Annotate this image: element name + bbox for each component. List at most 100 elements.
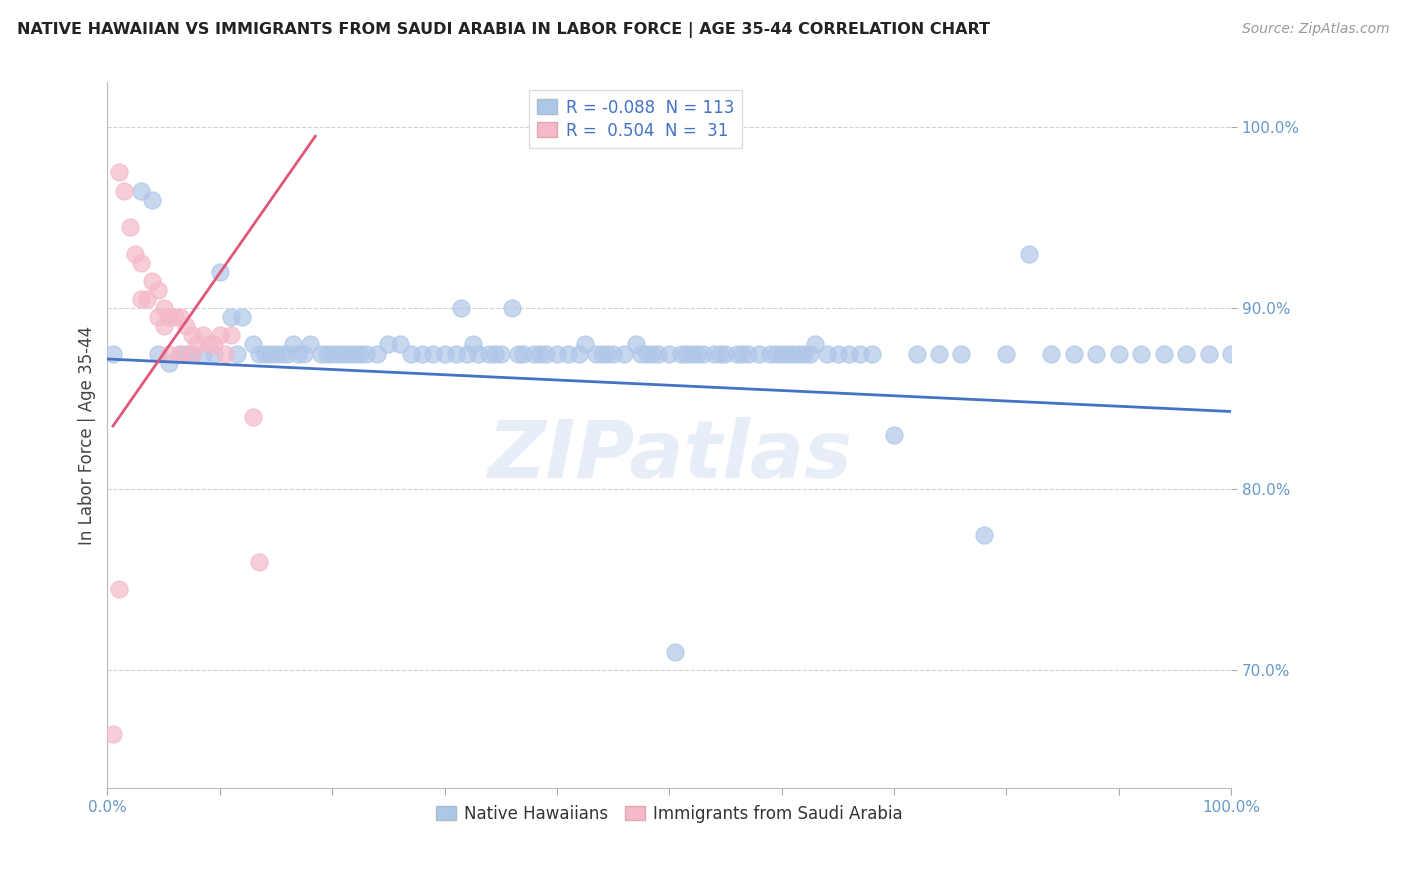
Point — [292, 346, 315, 360]
Point — [591, 346, 613, 360]
Point — [602, 346, 624, 360]
Point — [219, 328, 242, 343]
Point — [647, 346, 669, 360]
Point — [349, 346, 371, 360]
Point — [613, 346, 636, 360]
Point — [422, 346, 444, 360]
Text: Source: ZipAtlas.com: Source: ZipAtlas.com — [1241, 22, 1389, 37]
Point — [557, 346, 579, 360]
Point — [523, 346, 546, 360]
Point — [225, 346, 247, 360]
Point — [186, 337, 208, 351]
Point — [703, 346, 725, 360]
Point — [748, 346, 770, 360]
Point — [804, 337, 827, 351]
Point — [905, 346, 928, 360]
Point — [169, 310, 191, 325]
Point — [630, 346, 652, 360]
Point — [675, 346, 697, 360]
Point — [157, 346, 180, 360]
Point — [399, 346, 422, 360]
Point — [231, 310, 253, 325]
Point — [152, 319, 174, 334]
Point — [129, 256, 152, 270]
Point — [686, 346, 709, 360]
Point — [180, 346, 202, 360]
Point — [287, 346, 309, 360]
Point — [529, 346, 551, 360]
Point — [315, 346, 337, 360]
Point — [180, 328, 202, 343]
Point — [264, 346, 287, 360]
Point — [174, 319, 197, 334]
Point — [129, 292, 152, 306]
Point — [759, 346, 782, 360]
Point — [321, 346, 343, 360]
Y-axis label: In Labor Force | Age 35-44: In Labor Force | Age 35-44 — [79, 326, 96, 545]
Point — [1108, 346, 1130, 360]
Point — [534, 346, 557, 360]
Point — [191, 328, 214, 343]
Point — [169, 346, 191, 360]
Point — [1198, 346, 1220, 360]
Point — [950, 346, 973, 360]
Point — [174, 346, 197, 360]
Point — [242, 409, 264, 424]
Point — [197, 337, 219, 351]
Point — [725, 346, 748, 360]
Point — [456, 346, 478, 360]
Text: ZIPatlas: ZIPatlas — [486, 417, 852, 495]
Point — [326, 346, 349, 360]
Point — [709, 346, 731, 360]
Point — [202, 337, 225, 351]
Point — [787, 346, 810, 360]
Point — [157, 310, 180, 325]
Point — [208, 328, 231, 343]
Point — [276, 346, 298, 360]
Point — [253, 346, 276, 360]
Point — [849, 346, 872, 360]
Point — [641, 346, 664, 360]
Point — [489, 346, 512, 360]
Point — [928, 346, 950, 360]
Point — [568, 346, 591, 360]
Point — [343, 346, 366, 360]
Point — [692, 346, 714, 360]
Point — [129, 184, 152, 198]
Point — [118, 219, 141, 234]
Point — [202, 346, 225, 360]
Point — [163, 310, 186, 325]
Point — [146, 346, 169, 360]
Legend: Native Hawaiians, Immigrants from Saudi Arabia: Native Hawaiians, Immigrants from Saudi … — [429, 798, 910, 830]
Point — [433, 346, 456, 360]
Point — [737, 346, 759, 360]
Point — [883, 428, 905, 442]
Point — [664, 645, 686, 659]
Point — [169, 346, 191, 360]
Point — [247, 555, 270, 569]
Point — [658, 346, 681, 360]
Point — [101, 727, 124, 741]
Point — [506, 346, 529, 360]
Point — [101, 346, 124, 360]
Point — [141, 274, 163, 288]
Point — [860, 346, 883, 360]
Point — [1130, 346, 1153, 360]
Point — [714, 346, 737, 360]
Point — [624, 337, 647, 351]
Point — [669, 346, 692, 360]
Point — [388, 337, 411, 351]
Point — [112, 184, 135, 198]
Point — [765, 346, 787, 360]
Point — [191, 346, 214, 360]
Point — [309, 346, 332, 360]
Point — [461, 337, 484, 351]
Point — [770, 346, 793, 360]
Point — [298, 337, 321, 351]
Point — [247, 346, 270, 360]
Point — [512, 346, 534, 360]
Point — [107, 582, 129, 596]
Point — [270, 346, 292, 360]
Point — [782, 346, 804, 360]
Point — [995, 346, 1018, 360]
